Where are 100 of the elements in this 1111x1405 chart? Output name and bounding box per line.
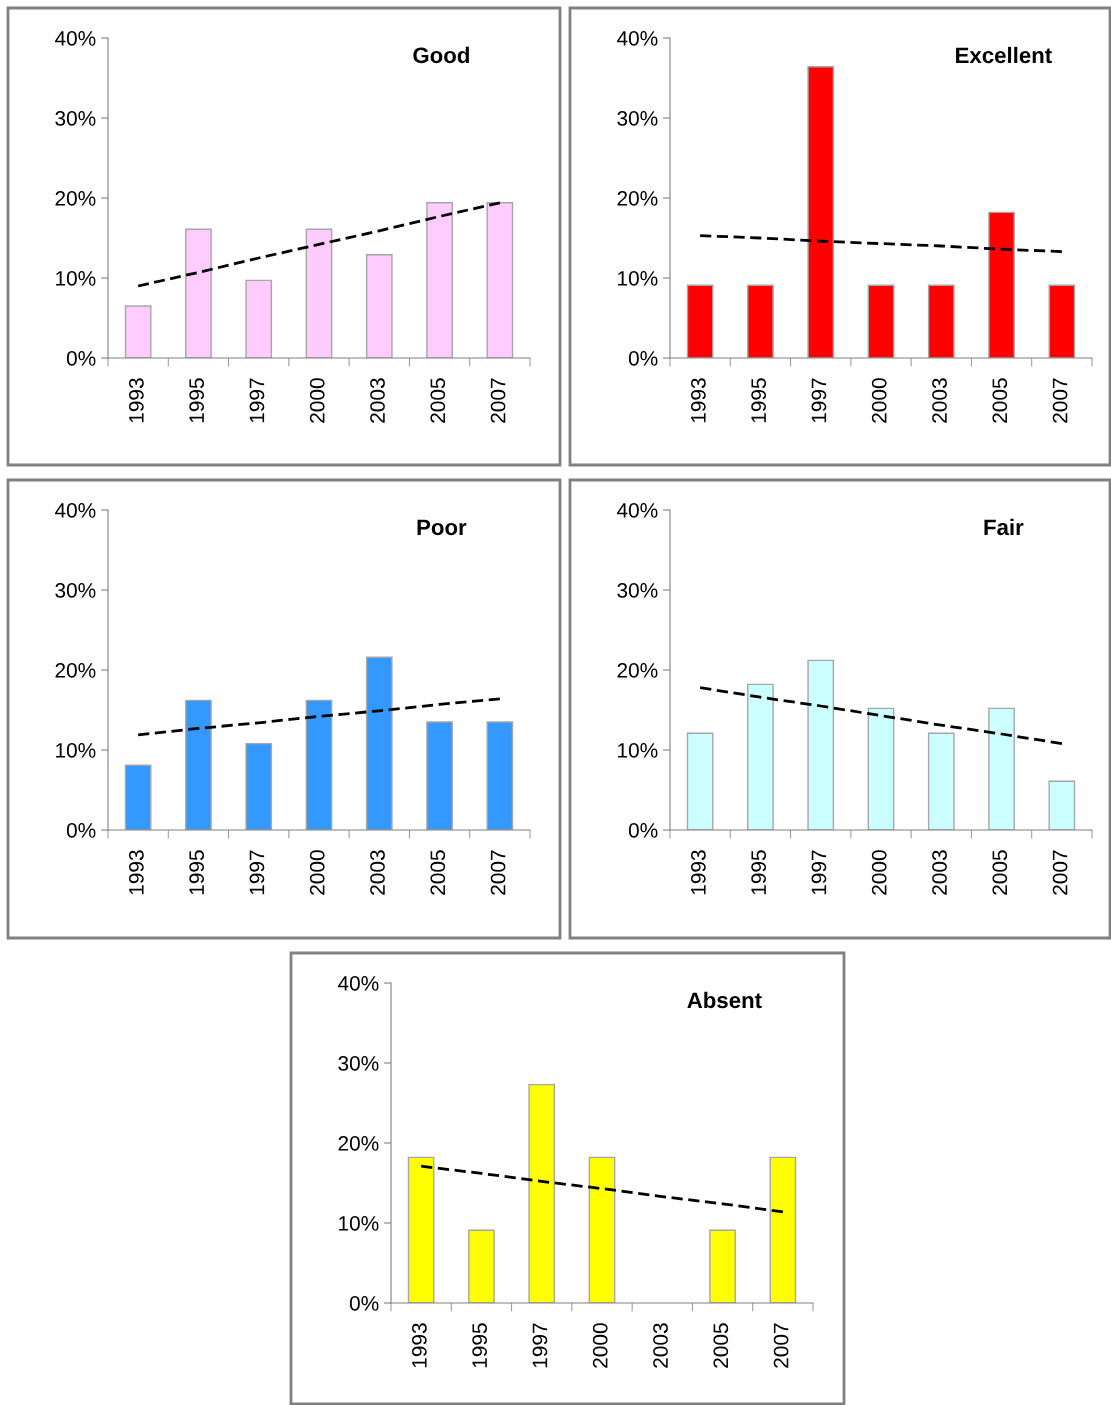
y-tick-label: 0% <box>628 823 658 838</box>
y-tick-label: 10% <box>56 271 96 286</box>
y-tick-label: 30% <box>617 583 658 598</box>
bar <box>365 656 393 830</box>
chart-title: Poor <box>417 519 467 536</box>
y-tick-label: 40% <box>54 503 96 518</box>
bar <box>468 1229 495 1303</box>
y-tick-label: 30% <box>55 111 96 126</box>
y-tick-label: 20% <box>617 663 658 678</box>
bar <box>185 228 212 358</box>
x-tick-label: 2005 <box>713 1323 729 1368</box>
x-tick-label: 1997 <box>811 850 827 895</box>
y-tick-label: 20% <box>617 191 658 206</box>
y-tick-label: 0% <box>66 823 96 838</box>
bar <box>486 202 514 358</box>
x-tick-label: 1995 <box>189 378 205 423</box>
y-tick-label: 30% <box>617 111 658 126</box>
x-tick-label: 2007 <box>1052 850 1068 895</box>
y-tick-label: 40% <box>54 31 96 46</box>
bar <box>988 211 1015 358</box>
y-tick-label: 10% <box>618 271 658 286</box>
bar <box>305 699 333 830</box>
bar <box>245 279 273 358</box>
x-tick-label: 1993 <box>411 1323 427 1368</box>
bar <box>407 1156 435 1303</box>
x-tick-label: 2007 <box>773 1323 789 1368</box>
bar <box>747 683 774 830</box>
x-tick-label: 2000 <box>871 850 887 895</box>
x-tick-label: 1997 <box>249 850 265 895</box>
bar <box>747 284 774 358</box>
bar <box>185 699 212 830</box>
chart-title: Absent <box>687 991 762 1009</box>
bar <box>365 254 393 358</box>
y-tick-label: 0% <box>349 1296 379 1311</box>
x-tick-label: 1997 <box>249 378 265 423</box>
line-series <box>136 697 502 737</box>
bar <box>426 202 453 358</box>
bar <box>867 284 895 358</box>
y-tick-label: 20% <box>55 191 96 206</box>
x-tick-label: 1993 <box>128 850 144 895</box>
bar <box>1048 284 1076 358</box>
bar <box>927 732 955 830</box>
x-tick-label: 1995 <box>472 1323 488 1368</box>
y-tick-label: 10% <box>56 743 96 758</box>
x-tick-label: 2003 <box>370 378 385 423</box>
y-tick-label: 20% <box>55 663 96 678</box>
bar <box>426 721 453 830</box>
bar <box>709 1229 736 1303</box>
y-tick-label: 30% <box>55 583 96 598</box>
x-tick-label: 2000 <box>309 850 325 895</box>
bar <box>124 764 152 830</box>
bar <box>686 284 714 358</box>
x-tick-label: 2000 <box>309 378 325 423</box>
chart-title: Fair <box>984 518 1024 536</box>
bar <box>588 1156 616 1303</box>
bar <box>807 66 835 358</box>
x-tick-label: 2007 <box>490 850 506 895</box>
x-tick-label: 1995 <box>751 378 767 423</box>
bar <box>686 732 714 830</box>
line-series <box>136 201 502 288</box>
chart-title: Excellent <box>956 46 1052 64</box>
x-tick-label: 1995 <box>189 850 205 895</box>
x-tick-label: 2003 <box>653 1323 668 1368</box>
x-tick-label: 1995 <box>751 850 767 895</box>
x-tick-label: 1997 <box>532 1323 548 1368</box>
x-tick-label: 2005 <box>430 378 446 423</box>
chart-title: Good <box>413 46 469 64</box>
bar <box>124 305 152 358</box>
bar <box>988 707 1015 830</box>
y-tick-label: 0% <box>628 351 658 366</box>
bar <box>245 742 273 830</box>
x-tick-label: 2007 <box>1052 378 1068 423</box>
x-tick-label: 2003 <box>370 850 385 895</box>
y-tick-label: 20% <box>338 1136 379 1151</box>
x-tick-label: 2003 <box>932 378 947 423</box>
bar <box>807 659 835 830</box>
x-tick-label: 1993 <box>690 850 706 895</box>
bar <box>927 284 955 358</box>
x-tick-label: 2003 <box>932 850 947 895</box>
bar <box>1048 780 1076 830</box>
y-tick-label: 40% <box>616 503 658 518</box>
bar <box>769 1156 797 1303</box>
line-series <box>698 234 1064 253</box>
y-tick-label: 10% <box>618 743 658 758</box>
x-tick-label: 2005 <box>992 378 1008 423</box>
bar <box>867 707 895 830</box>
x-tick-label: 2005 <box>430 850 446 895</box>
y-tick-label: 40% <box>337 976 379 991</box>
line-series <box>419 1164 785 1214</box>
x-tick-label: 2000 <box>592 1323 608 1368</box>
y-tick-label: 0% <box>66 351 96 366</box>
y-tick-label: 30% <box>338 1056 379 1071</box>
x-tick-label: 1993 <box>690 378 706 423</box>
bar <box>486 721 514 830</box>
x-tick-label: 1997 <box>811 378 827 423</box>
x-tick-label: 2005 <box>992 850 1008 895</box>
line-series <box>698 686 1064 745</box>
x-tick-label: 1993 <box>128 378 144 423</box>
bar <box>528 1083 556 1303</box>
bar <box>305 228 333 358</box>
